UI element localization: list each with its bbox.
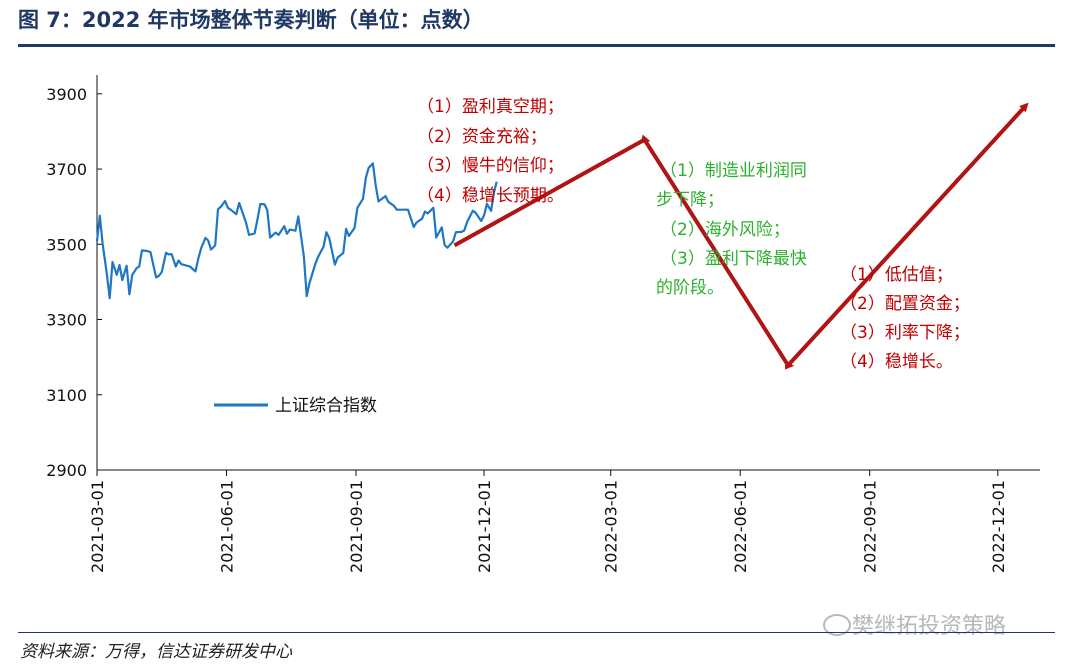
y-axis-ticks: 2900 3100 3300 3500 3700 3900	[46, 85, 102, 480]
annotation-phase2-line-5: 的阶段。	[656, 278, 724, 298]
annotation-phase1-line-2: （2）资金充裕；	[417, 127, 547, 147]
wechat-icon	[823, 614, 851, 636]
annotation-phase3-line-1: （1）低估值；	[840, 265, 953, 285]
y-tick-label: 2900	[46, 461, 87, 480]
y-tick-label: 3500	[46, 235, 87, 254]
y-tick-label: 3100	[46, 386, 87, 405]
annotation-phase3-line-2: （2）配置资金；	[840, 294, 970, 314]
annotation-phase1-line-4: （4）稳增长预期。	[417, 186, 564, 206]
x-tick-label: 2021-09-01	[347, 480, 366, 573]
annotation-phase2-line-1: （1）制造业利润同	[660, 161, 807, 181]
series-layer	[95, 102, 1029, 370]
x-tick-label: 2022-12-01	[989, 480, 1008, 573]
annotation-phase1: （1）盈利真空期； （2）资金充裕； （3）慢牛的信仰； （4）稳增长预期。	[417, 97, 564, 206]
legend: 上证综合指数	[214, 396, 377, 416]
legend-label: 上证综合指数	[275, 396, 377, 416]
annotation-phase3-line-4: （4）稳增长。	[840, 352, 953, 372]
x-tick-label: 2021-12-01	[475, 480, 494, 573]
y-tick-label: 3900	[46, 85, 87, 104]
figure-title: 图 7：2022 年市场整体节奏判断（单位：点数）	[18, 8, 484, 32]
x-tick-label: 2022-09-01	[861, 480, 880, 573]
title-divider	[18, 44, 1055, 47]
annotation-phase3-line-3: （3）利率下降；	[840, 323, 970, 343]
x-tick-label: 2022-03-01	[602, 480, 621, 573]
annotation-phase1-line-3: （3）慢牛的信仰；	[417, 155, 564, 176]
footer-divider	[18, 632, 1055, 633]
annotation-phase1-line-1: （1）盈利真空期；	[417, 97, 564, 117]
y-tick-label: 3700	[46, 160, 87, 179]
source-note: 资料来源：万得，信达证券研发中心	[20, 642, 292, 662]
annotation-phase2-line-3: （2）海外风险；	[660, 220, 790, 240]
annotation-phase3: （1）低估值； （2）配置资金； （3）利率下降； （4）稳增长。	[840, 265, 970, 372]
series-line-shanghai-composite	[95, 162, 498, 300]
x-tick-label: 2022-06-01	[731, 480, 750, 573]
x-tick-label: 2021-03-01	[88, 480, 107, 573]
annotation-phase2-line-4: （3）盈利下降最快	[660, 249, 807, 269]
x-axis-ticks: 2021-03-01 2021-06-01 2021-09-01 2021-12-01…	[88, 470, 1008, 573]
x-tick-label: 2021-06-01	[217, 480, 236, 573]
forecast-arrow-path	[453, 102, 1029, 370]
annotation-phase2: （1）制造业利润同 步下降； （2）海外风险； （3）盈利下降最快 的阶段。	[656, 161, 807, 298]
y-tick-label: 3300	[46, 311, 87, 330]
chart-axes	[96, 75, 1040, 471]
watermark: 樊继拓投资策略	[852, 614, 1007, 639]
annotation-phase2-line-2: 步下降；	[656, 190, 724, 210]
